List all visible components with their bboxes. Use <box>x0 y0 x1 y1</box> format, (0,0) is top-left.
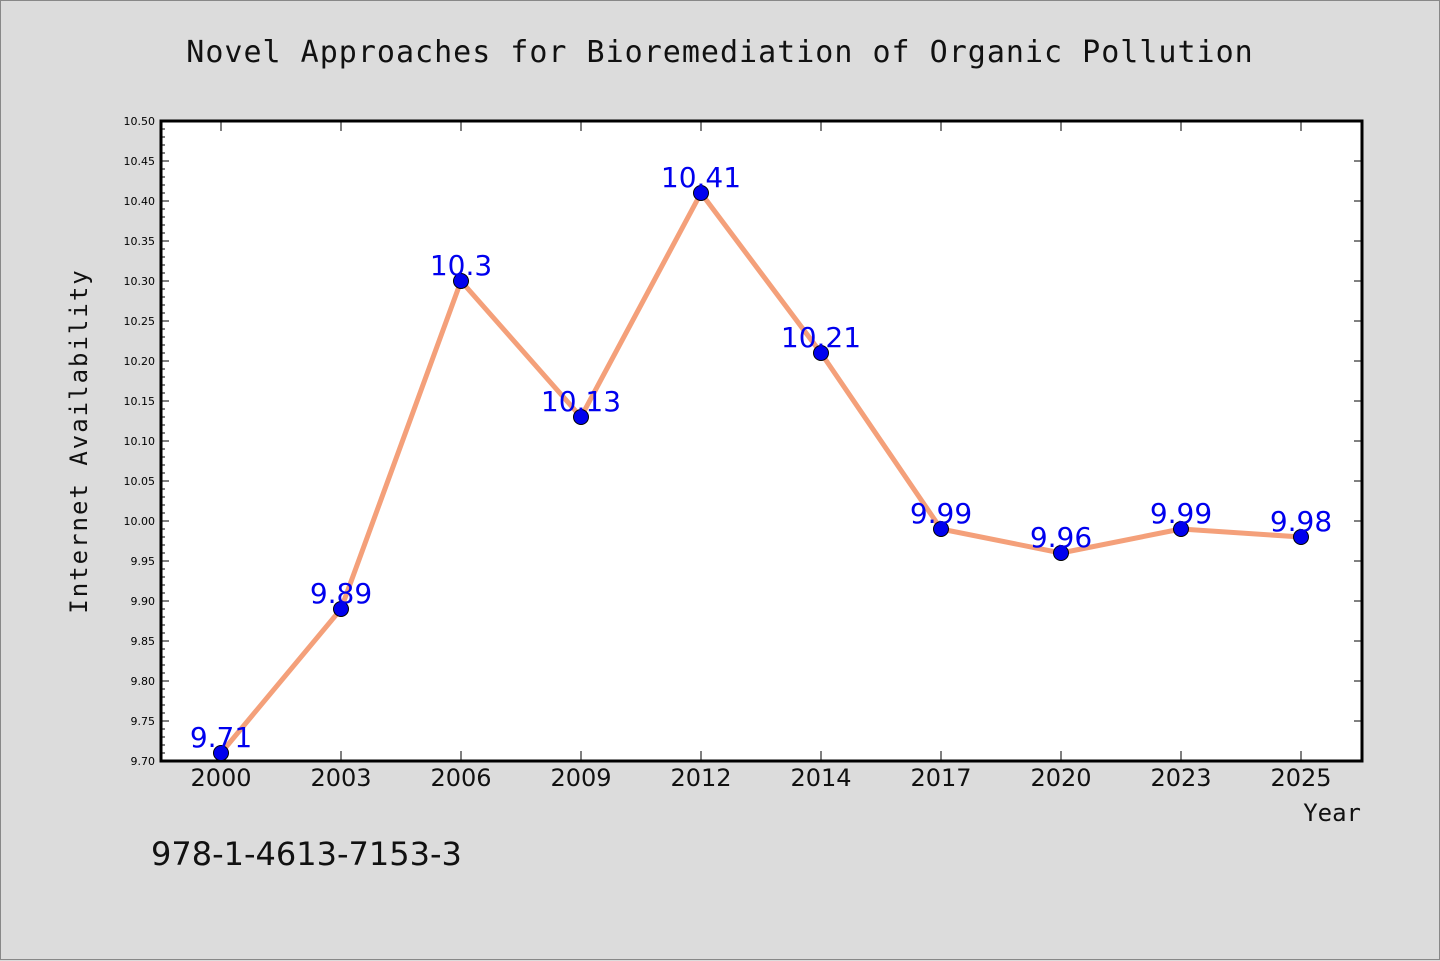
series-line <box>219 190 1302 755</box>
x-axis-label: Year <box>1303 799 1361 827</box>
data-point <box>1293 529 1309 545</box>
y-axis-label: Internet Availability <box>65 268 93 613</box>
chart-title: Novel Approaches for Bioremediation of O… <box>186 35 1254 70</box>
x-tick-label: 2003 <box>310 764 371 792</box>
data-label: 9.98 <box>1270 505 1332 538</box>
y-tick-label: 10.40 <box>124 195 156 208</box>
x-tick-label: 2009 <box>550 764 611 792</box>
x-axis-ticks: 2000 2003 2006 2009 2012 2014 2017 2020 2023 2025 <box>190 121 1332 792</box>
data-point <box>933 521 949 537</box>
x-tick-label: 2014 <box>790 764 851 792</box>
data-label: 9.89 <box>310 577 372 610</box>
y-tick-label: 9.80 <box>131 675 156 688</box>
y-tick-label: 9.70 <box>131 755 156 768</box>
data-point <box>1053 545 1069 561</box>
x-tick-label: 2025 <box>1270 764 1331 792</box>
data-label: 10.41 <box>661 161 741 194</box>
x-tick-label: 2017 <box>910 764 971 792</box>
y-tick-label: 9.95 <box>131 555 156 568</box>
y-tick-label: 10.05 <box>124 475 156 488</box>
y-tick-label: 9.90 <box>131 595 156 608</box>
y-axis-ticks: 9.70 9.75 9.80 9.85 9.90 9.95 10.00 10.05 10.10 1… <box>124 115 1362 768</box>
data-point <box>1173 521 1189 537</box>
plot-area <box>159 119 1364 763</box>
isbn-text: 978-1-4613-7153-3 <box>151 835 462 873</box>
x-tick-label: 2023 <box>1150 764 1211 792</box>
data-point <box>453 273 469 289</box>
data-label: 9.99 <box>910 497 972 530</box>
y-tick-label: 10.35 <box>124 235 156 248</box>
series-group: 9.71 9.89 10.3 10.13 10.41 10.21 9.99 9.96 9.99 9… <box>190 161 1332 761</box>
data-point <box>333 601 349 617</box>
x-tick-label: 2000 <box>190 764 251 792</box>
data-label: 9.71 <box>190 721 252 754</box>
data-label: 10.13 <box>541 385 621 418</box>
x-tick-label: 2020 <box>1030 764 1091 792</box>
y-tick-label: 10.10 <box>124 435 156 448</box>
x-tick-label: 2012 <box>670 764 731 792</box>
data-point <box>813 345 829 361</box>
data-point <box>573 409 589 425</box>
y-tick-label: 10.30 <box>124 275 156 288</box>
y-tick-label: 10.45 <box>124 155 156 168</box>
data-label: 10.21 <box>781 321 861 354</box>
data-label: 9.96 <box>1030 521 1092 554</box>
y-tick-label: 9.85 <box>131 635 156 648</box>
y-tick-label: 10.15 <box>124 395 156 408</box>
y-tick-label: 9.75 <box>131 715 156 728</box>
y-tick-label: 10.20 <box>124 355 156 368</box>
y-tick-label: 10.00 <box>124 515 156 528</box>
y-tick-label: 10.50 <box>124 115 156 128</box>
data-point <box>693 185 709 201</box>
data-point <box>213 745 229 761</box>
data-label: 10.3 <box>430 249 492 282</box>
x-tick-label: 2006 <box>430 764 491 792</box>
data-label: 9.99 <box>1150 497 1212 530</box>
y-tick-label: 10.25 <box>124 315 156 328</box>
